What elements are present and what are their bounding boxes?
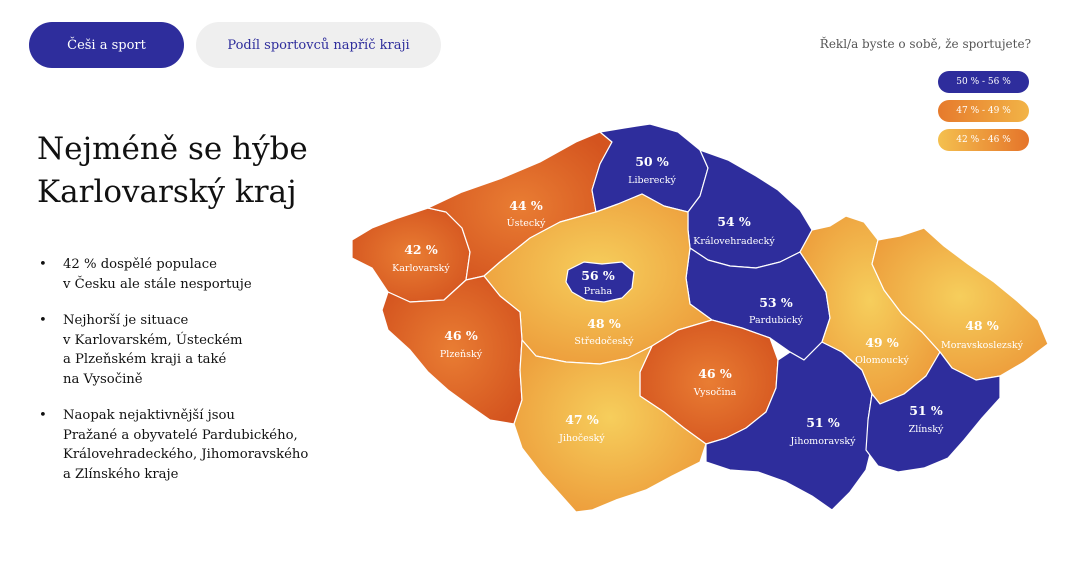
region-name: Plzeňský <box>440 349 483 360</box>
region-label-ustecky: 44 % Ústecký <box>507 198 546 229</box>
region-name: Pardubický <box>749 315 804 326</box>
region-percent: 42 % <box>404 242 438 257</box>
region-percent: 46 % <box>698 366 732 381</box>
key-findings-list: 42 % dospělé populace v Česku ale stále … <box>37 255 337 501</box>
region-percent: 56 % <box>581 268 615 283</box>
region-label-jihocesky: 47 % Jihočeský <box>558 412 605 444</box>
region-label-moravskoslezsky: 48 % Moravskoslezský <box>941 318 1024 351</box>
region-praha[interactable] <box>565 261 635 303</box>
region-percent: 46 % <box>444 328 478 343</box>
region-name: Olomoucký <box>855 355 909 366</box>
region-name: Moravskoslezský <box>941 340 1024 351</box>
bullet-item: Nejhorší je situace v Karlovarském, Úste… <box>37 311 337 389</box>
region-label-zlinsky: 51 % Zlínský <box>909 403 944 435</box>
region-percent: 44 % <box>509 198 543 213</box>
region-name: Karlovarský <box>392 263 450 274</box>
region-name: Královehradecký <box>693 236 775 247</box>
bullet-text: Nejhorší je situace v Karlovarském, Úste… <box>63 313 243 387</box>
region-name: Středočeský <box>574 336 634 347</box>
region-label-stredocesky: 48 % Středočeský <box>574 316 634 347</box>
region-label-praha: 56 % Praha <box>581 268 615 297</box>
region-label-olomoucky: 49 % Olomoucký <box>855 335 909 366</box>
region-percent: 51 % <box>806 415 840 430</box>
legend-item-low: 42 % - 46 % <box>938 129 1029 151</box>
region-label-kralovehradecky: 54 % Královehradecký <box>693 214 775 247</box>
map-question: Řekl/a byste o sobě, že sportujete? <box>819 37 1031 51</box>
region-label-karlovarsky: 42 % Karlovarský <box>392 242 450 274</box>
region-label-vysocina: 46 % Vysočina <box>693 366 737 398</box>
region-percent: 49 % <box>865 335 899 350</box>
region-label-jihomoravsky: 51 % Jihomoravský <box>790 415 857 447</box>
legend-item-high: 50 % - 56 % <box>938 71 1029 93</box>
region-name: Vysočina <box>693 387 737 398</box>
tab-podil-sportovcu[interactable]: Podíl sportovců napříč kraji <box>196 22 441 68</box>
region-name: Liberecký <box>628 175 676 186</box>
region-label-plzensky: 46 % Plzeňský <box>440 328 483 360</box>
bullet-item: 42 % dospělé populace v Česku ale stále … <box>37 255 337 294</box>
region-name: Jihomoravský <box>790 436 857 447</box>
bullet-text: Naopak nejaktivnější jsou Pražané a obyv… <box>63 408 309 482</box>
region-zlinsky[interactable] <box>865 351 1001 473</box>
legend-item-mid: 47 % - 49 % <box>938 100 1029 122</box>
region-name: Ústecký <box>507 217 546 229</box>
region-label-liberecky: 50 % Liberecký <box>628 154 676 186</box>
region-name: Jihočeský <box>558 433 605 444</box>
region-percent: 54 % <box>717 214 751 229</box>
region-jihocesky[interactable] <box>513 339 707 513</box>
page-headline: Nejméně se hýbe Karlovarský kraj <box>37 131 308 210</box>
region-percent: 51 % <box>909 403 943 418</box>
bullet-text: 42 % dospělé populace v Česku ale stále … <box>63 257 252 292</box>
region-percent: 50 % <box>635 154 669 169</box>
region-percent: 48 % <box>965 318 999 333</box>
region-moravskoslezsky[interactable] <box>871 227 1049 381</box>
region-label-pardubicky: 53 % Pardubický <box>749 295 804 326</box>
bullet-item: Naopak nejaktivnější jsou Pražané a obyv… <box>37 406 337 484</box>
region-percent: 47 % <box>565 412 599 427</box>
region-name: Praha <box>584 286 613 297</box>
region-percent: 53 % <box>759 295 793 310</box>
tab-cesi-a-sport[interactable]: Češi a sport <box>29 22 184 68</box>
region-name: Zlínský <box>909 424 944 435</box>
region-percent: 48 % <box>587 316 621 331</box>
